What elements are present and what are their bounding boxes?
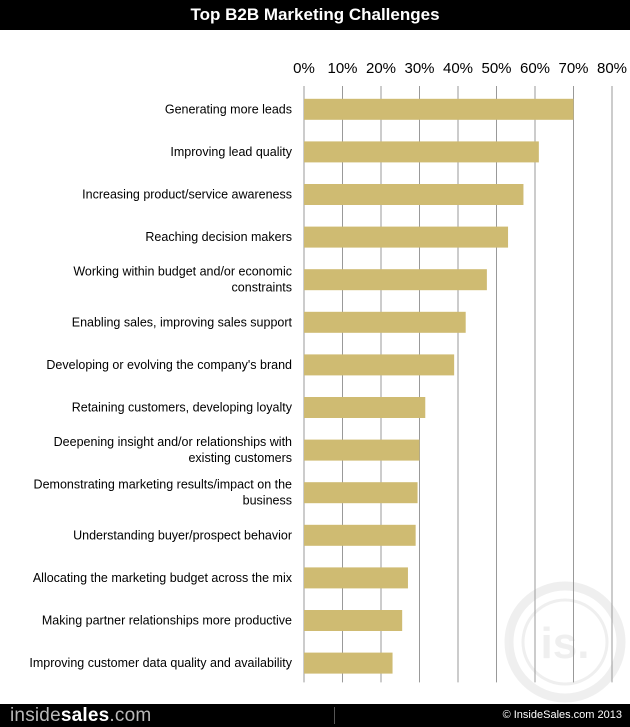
footer: insidesales.com © InsideSales.com 2013: [0, 704, 630, 727]
footer-divider: [334, 707, 335, 724]
x-tick-label: 10%: [327, 60, 357, 77]
bar: [304, 354, 455, 376]
x-tick-label: 30%: [404, 60, 434, 77]
category-label: Increasing product/service awareness: [82, 188, 292, 202]
x-tick-label: 50%: [481, 60, 511, 77]
bar: [304, 652, 393, 674]
bar: [304, 98, 574, 120]
bar: [304, 567, 408, 589]
category-label: business: [243, 494, 292, 508]
svg-text:is.: is.: [541, 619, 590, 668]
brand-bold: sales: [60, 705, 110, 726]
category-label: Developing or evolving the company's bra…: [46, 358, 292, 372]
bar: [304, 482, 418, 504]
bar: [304, 311, 466, 333]
category-label: Retaining customers, developing loyalty: [72, 401, 293, 415]
category-label: Improving lead quality: [170, 145, 292, 159]
category-label: Deepening insight and/or relationships w…: [54, 435, 292, 449]
category-label: Demonstrating marketing results/impact o…: [34, 478, 292, 492]
category-label: existing customers: [188, 451, 292, 465]
bar: [304, 141, 539, 163]
category-label: Generating more leads: [165, 102, 292, 116]
chart-title: Top B2B Marketing Challenges: [0, 0, 630, 30]
bar: [304, 524, 416, 546]
x-tick-label: 0%: [293, 60, 315, 77]
bar: [304, 184, 524, 205]
bar-chart: is. 0% 10% 20% 30% 40% 50% 60% 70% 80% Generatin…: [29, 60, 627, 703]
watermark-logo-icon: is.: [504, 581, 626, 703]
brand-suffix: .com: [109, 705, 152, 726]
x-tick-label: 20%: [366, 60, 396, 77]
x-tick-label: 40%: [443, 60, 473, 77]
x-tick-label: 70%: [558, 60, 588, 77]
brand-light: inside: [10, 705, 61, 726]
copyright-text: © InsideSales.com 2013: [502, 709, 622, 721]
bar: [304, 397, 426, 418]
x-tick-label: 80%: [597, 60, 627, 77]
bar: [304, 610, 403, 631]
bar: [304, 226, 509, 248]
x-tick-label: 60%: [520, 60, 550, 77]
category-label: Working within budget and/or economic: [73, 265, 292, 279]
bar: [304, 439, 420, 461]
category-label: Allocating the marketing budget across t…: [33, 571, 293, 585]
category-label: Making partner relationships more produc…: [42, 614, 292, 628]
bar: [304, 269, 487, 291]
category-label: Reaching decision makers: [145, 230, 292, 244]
category-label: Understanding buyer/prospect behavior: [73, 528, 292, 542]
brand-logo: insidesales.com: [10, 704, 151, 727]
category-label: Enabling sales, improving sales support: [72, 315, 293, 329]
category-label: Improving customer data quality and avai…: [29, 656, 292, 670]
category-label: constraints: [232, 281, 292, 295]
